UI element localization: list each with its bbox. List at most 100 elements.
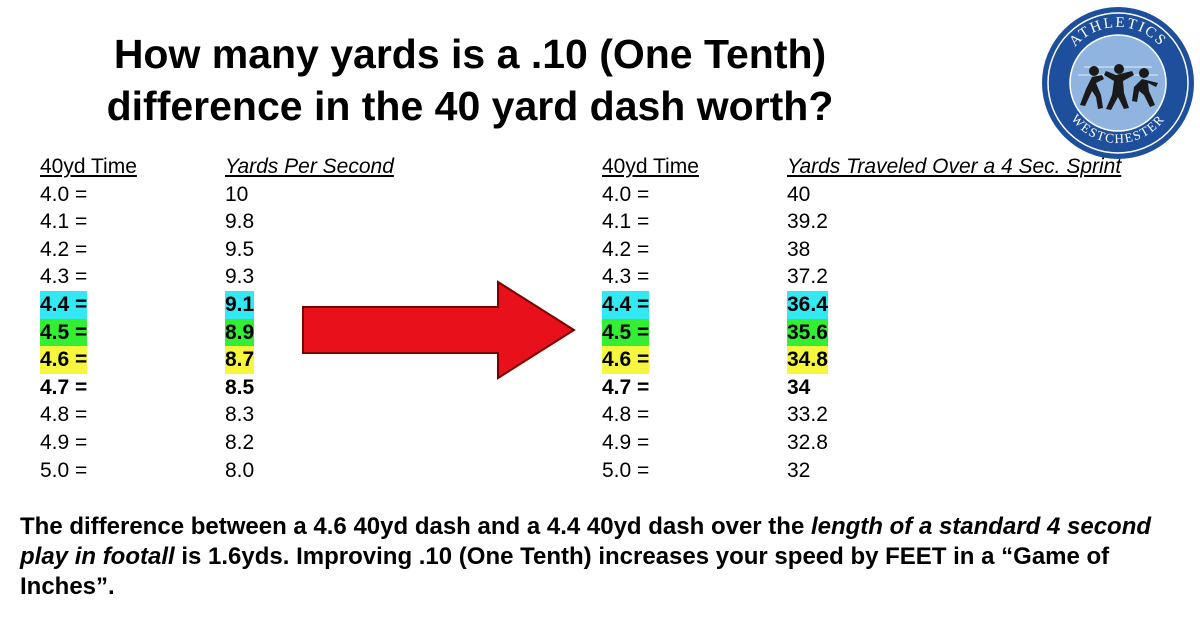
left-table-time-row: 4.3 = bbox=[40, 263, 137, 291]
right-table-time-cell: 4.1 = bbox=[602, 210, 650, 234]
right-table-value-cell: 32.8 bbox=[787, 430, 828, 454]
right-table-value-row: 37.2 bbox=[787, 263, 1121, 291]
left-table-time-row: 4.1 = bbox=[40, 208, 137, 236]
right-table-time-row: 4.7 = bbox=[602, 374, 699, 402]
right-table-time-row: 4.9 = bbox=[602, 429, 699, 457]
right-table-time-row: 4.4 = bbox=[602, 290, 699, 319]
left-table-value-row: 10 bbox=[225, 181, 394, 209]
right-table-value-cell: 36.4 bbox=[787, 290, 828, 319]
title-line-2: difference in the 40 yard dash worth? bbox=[106, 83, 834, 129]
runner-figures bbox=[1080, 64, 1158, 110]
left-table-value-cell: 9.5 bbox=[225, 237, 255, 261]
left-table-value-row: 9.5 bbox=[225, 236, 394, 264]
right-table-value-row: 33.2 bbox=[787, 401, 1121, 429]
left-table-time-row: 4.6 = bbox=[40, 346, 137, 374]
right-table-time-cell: 4.3 = bbox=[602, 265, 650, 289]
right-table-time-cell: 4.6 = bbox=[602, 346, 650, 374]
right-arrow-icon bbox=[302, 280, 576, 380]
left-table-time-cell: 4.3 = bbox=[40, 265, 88, 289]
left-table-time-row: 4.8 = bbox=[40, 401, 137, 429]
left-table-time-cell: 4.1 = bbox=[40, 210, 88, 234]
right-table-value-row: 40 bbox=[787, 181, 1121, 209]
left-table-time-cell: 4.0 = bbox=[40, 182, 88, 206]
left-table-value-cell: 9.8 bbox=[225, 210, 255, 234]
right-table-time-cell: 5.0 = bbox=[602, 458, 650, 482]
left-table-value-cell: 8.7 bbox=[225, 346, 255, 374]
right-table-time-cell: 4.2 = bbox=[602, 237, 650, 261]
left-table-time-row: 5.0 = bbox=[40, 457, 137, 485]
left-table-time-cell: 4.7 = bbox=[40, 375, 88, 399]
left-table-value-row: 9.8 bbox=[225, 208, 394, 236]
left-table-value-header: Yards Per Second bbox=[225, 155, 394, 178]
left-table-value-cell: 9.3 bbox=[225, 265, 255, 289]
right-table-time-row: 4.6 = bbox=[602, 346, 699, 374]
right-table-value-row: 35.6 bbox=[787, 318, 1121, 347]
right-table-value-cell: 32 bbox=[787, 458, 811, 482]
right-table-value-cell: 39.2 bbox=[787, 210, 828, 234]
right-table-value-cell: 35.6 bbox=[787, 318, 828, 347]
right-table-time-row: 4.8 = bbox=[602, 401, 699, 429]
left-table-time-column: 40yd Time 4.0 = 4.1 = 4.2 = 4.3 = 4.4 = 4.5 =… bbox=[40, 153, 137, 484]
left-table-time-row: 4.4 = bbox=[40, 290, 137, 319]
left-table-time-cell: 5.0 = bbox=[40, 458, 88, 482]
left-table-value-column: Yards Per Second 10 9.8 9.5 9.3 9.1 8.9 8.7 8.5… bbox=[225, 153, 394, 484]
left-table-value-cell: 8.0 bbox=[225, 458, 255, 482]
left-table-value-row: 8.5 bbox=[225, 374, 394, 402]
left-table-value-row: 8.7 bbox=[225, 346, 394, 374]
left-table-time-cell: 4.9 = bbox=[40, 430, 88, 454]
right-table-value-cell: 33.2 bbox=[787, 403, 828, 427]
left-table-time-cell: 4.5 = bbox=[40, 318, 88, 347]
left-table-time-row: 4.2 = bbox=[40, 236, 137, 264]
right-table-value-row: 39.2 bbox=[787, 208, 1121, 236]
right-table-value-row: 32 bbox=[787, 457, 1121, 485]
right-table-time-header: 40yd Time bbox=[602, 155, 699, 178]
footer-note: The difference between a 4.6 40yd dash a… bbox=[20, 512, 1180, 602]
left-table-time-row: 4.0 = bbox=[40, 181, 137, 209]
page-title: How many yards is a .10 (One Tenth) diff… bbox=[20, 28, 920, 132]
footer-text-1: The difference between a 4.6 40yd dash a… bbox=[20, 513, 811, 540]
left-table-time-row: 4.5 = bbox=[40, 318, 137, 347]
right-table-time-row: 4.1 = bbox=[602, 208, 699, 236]
footer-text-italic: length of a standard 4 second play in fo… bbox=[20, 513, 1152, 570]
right-table-time-cell: 4.7 = bbox=[602, 375, 650, 399]
title-line-1: How many yards is a .10 (One Tenth) bbox=[113, 31, 827, 77]
right-table-time-cell: 4.9 = bbox=[602, 430, 650, 454]
right-table-value-row: 32.8 bbox=[787, 429, 1121, 457]
left-table-value-cell: 10 bbox=[225, 182, 249, 206]
right-table-time-cell: 4.5 = bbox=[602, 318, 650, 347]
right-table-value-column: Yards Traveled Over a 4 Sec. Sprint 40 39… bbox=[787, 153, 1121, 484]
right-table-time-cell: 4.4 = bbox=[602, 290, 650, 319]
left-table-value-cell: 9.1 bbox=[225, 290, 255, 319]
right-table-value-row: 38 bbox=[787, 236, 1121, 264]
right-table-value-cell: 37.2 bbox=[787, 265, 828, 289]
right-table-time-cell: 4.8 = bbox=[602, 403, 650, 427]
left-table-time-cell: 4.6 = bbox=[40, 346, 88, 374]
left-table-time-row: 4.9 = bbox=[40, 429, 137, 457]
right-table-time-row: 4.5 = bbox=[602, 318, 699, 347]
left-table-value-cell: 8.2 bbox=[225, 430, 255, 454]
left-table-value-row: 8.0 bbox=[225, 457, 394, 485]
right-table-time-row: 4.3 = bbox=[602, 263, 699, 291]
left-table-value-row: 8.2 bbox=[225, 429, 394, 457]
right-table-time-column: 40yd Time 4.0 = 4.1 = 4.2 = 4.3 = 4.4 = 4.5 =… bbox=[602, 153, 699, 484]
left-table-value-cell: 8.3 bbox=[225, 403, 255, 427]
left-table-value-row: 9.3 bbox=[225, 263, 394, 291]
left-table-value-row: 9.1 bbox=[225, 290, 394, 319]
left-table-value-cell: 8.9 bbox=[225, 318, 255, 347]
right-table-time-row: 5.0 = bbox=[602, 457, 699, 485]
right-table-value-row: 36.4 bbox=[787, 290, 1121, 319]
right-table-value-row: 34 bbox=[787, 374, 1121, 402]
footer-text-2: is 1.6yds. Improving .10 (One Tenth) inc… bbox=[20, 543, 1110, 600]
right-table-time-row: 4.0 = bbox=[602, 181, 699, 209]
left-table-value-row: 8.9 bbox=[225, 318, 394, 347]
right-table-value-row: 34.8 bbox=[787, 346, 1121, 374]
left-table-time-header: 40yd Time bbox=[40, 155, 137, 178]
left-table-time-cell: 4.2 = bbox=[40, 237, 88, 261]
right-table-value-cell: 34.8 bbox=[787, 346, 828, 374]
left-table-time-cell: 4.4 = bbox=[40, 290, 88, 319]
right-table-time-row: 4.2 = bbox=[602, 236, 699, 264]
right-table-value-cell: 38 bbox=[787, 237, 811, 261]
right-table-time-cell: 4.0 = bbox=[602, 182, 650, 206]
runners-logo-icon: ATHLETICS WESTCHESTER bbox=[1042, 7, 1194, 159]
left-table-value-cell: 8.5 bbox=[225, 375, 255, 399]
